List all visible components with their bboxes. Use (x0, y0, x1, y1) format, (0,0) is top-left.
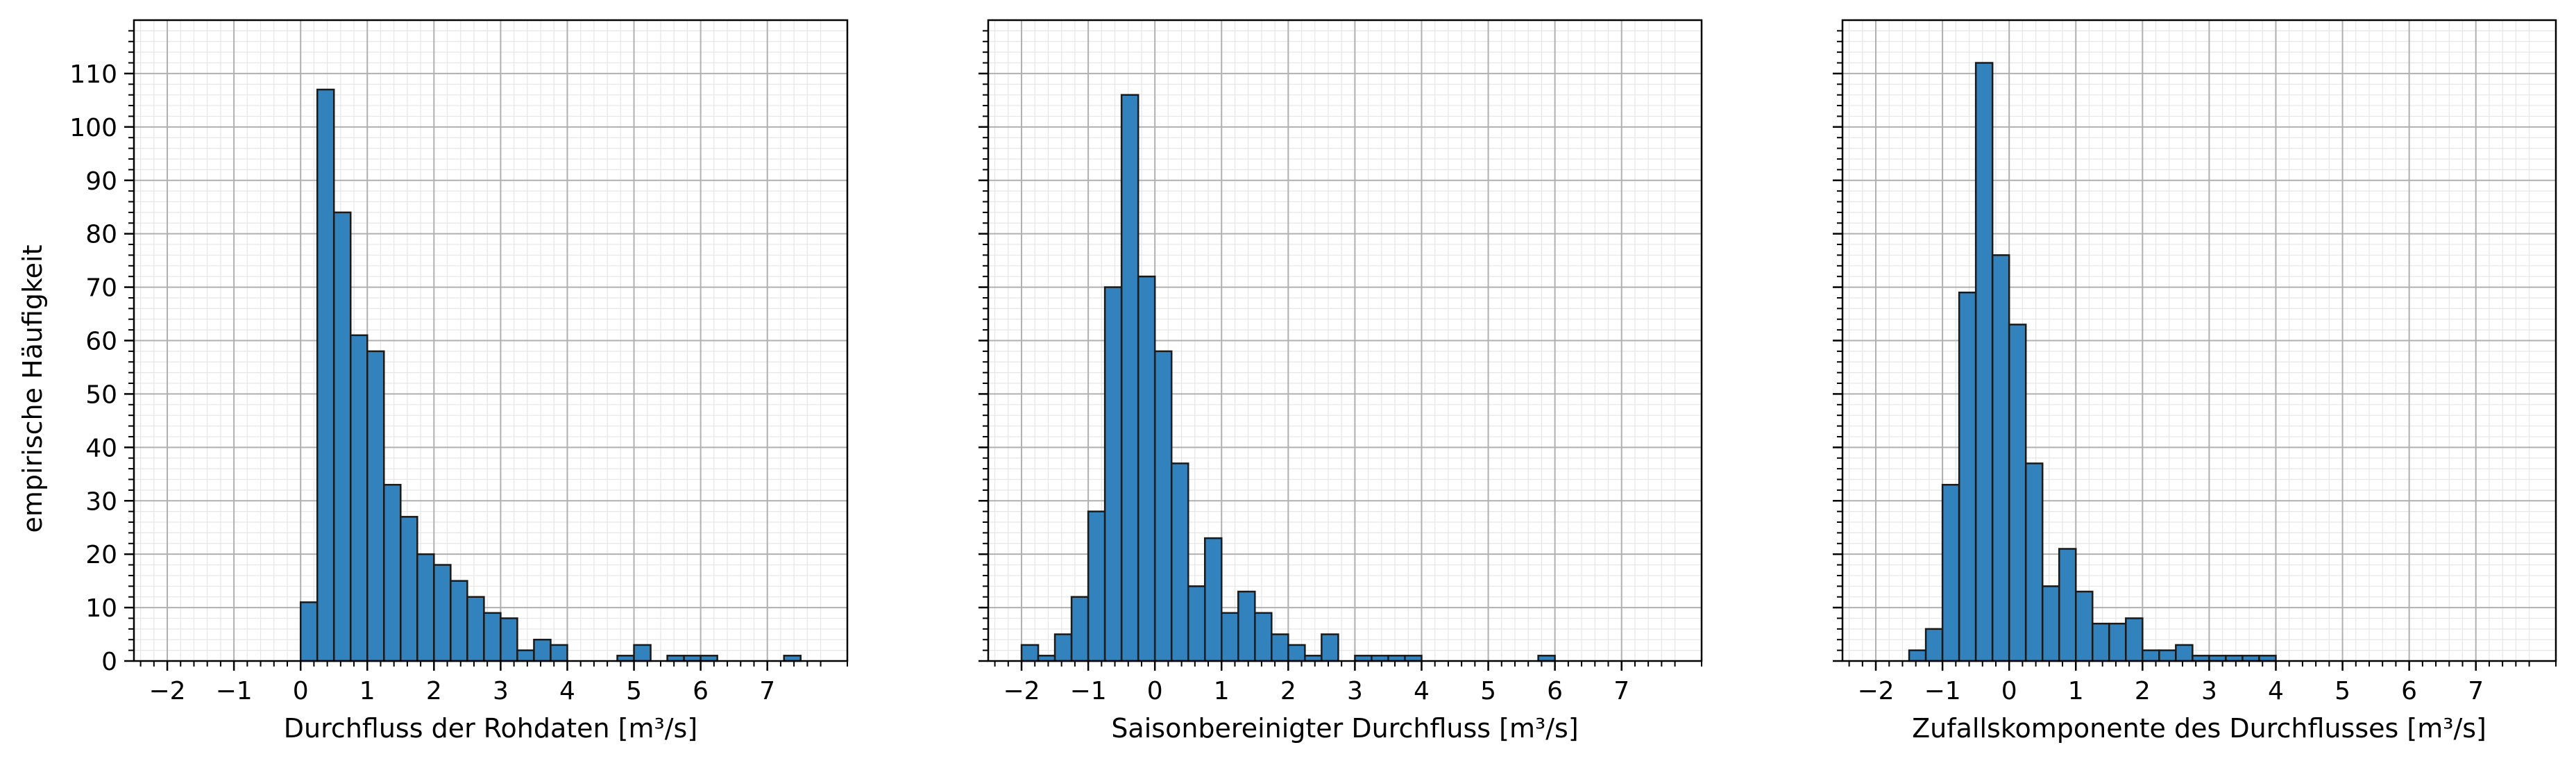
x-tick-label: 7 (2468, 677, 2484, 705)
histogram-bar (383, 483, 402, 662)
x-tick-label: 5 (1480, 677, 1496, 705)
histogram-bar (316, 88, 335, 662)
y-tick-label: 0 (101, 648, 117, 676)
histogram-bar (1991, 254, 2010, 662)
x-axis-label: Durchfluss der Rohdaten [m³/s] (284, 713, 697, 744)
histogram-bar (2158, 649, 2177, 662)
histogram-bar (1137, 275, 1156, 662)
y-tick-label: 30 (85, 487, 117, 516)
y-tick-label: 40 (85, 434, 117, 462)
histogram-bar (1254, 612, 1273, 662)
histogram-bar (1070, 596, 1090, 662)
x-tick-label: 3 (2201, 677, 2217, 705)
histogram-bar (2175, 644, 2194, 662)
histogram-bar (1237, 590, 1256, 662)
x-tick-label: 5 (2334, 677, 2350, 705)
x-tick-label: −2 (1003, 677, 1040, 705)
x-tick-label: 2 (2135, 677, 2151, 705)
x-axis-label: Saisonbereinigter Durchfluss [m³/s] (1111, 713, 1578, 744)
histogram-bar (633, 644, 652, 662)
histogram-bar (1221, 612, 1239, 662)
x-tick-label: 7 (759, 677, 775, 705)
histogram-bar (1271, 633, 1289, 662)
histogram-bar (550, 644, 568, 662)
histogram-bar (433, 564, 452, 662)
x-tick-label: 5 (626, 677, 642, 705)
x-tick-label: 1 (359, 677, 375, 705)
histogram-bar (1958, 292, 1977, 662)
histogram-bar (416, 553, 435, 662)
y-tick-label: 20 (85, 541, 117, 569)
y-tick-label: 10 (85, 594, 117, 623)
histogram-bar (366, 350, 385, 662)
x-tick-label: −2 (149, 677, 185, 705)
histogram-bar (349, 334, 368, 662)
x-tick-label: 1 (2068, 677, 2084, 705)
histogram-bar (332, 211, 352, 662)
y-tick-label: 90 (85, 167, 117, 196)
histogram-bar (2108, 622, 2127, 662)
histogram-bar (2024, 462, 2044, 662)
y-tick-label: 80 (85, 221, 117, 249)
histogram-bar (500, 617, 518, 662)
x-tick-label: 3 (1347, 677, 1363, 705)
histogram-bar (483, 612, 502, 662)
histogram-bar (2008, 324, 2027, 662)
histogram-bar (2142, 649, 2160, 662)
x-tick-label: 7 (1613, 677, 1629, 705)
histogram-bar (2125, 617, 2144, 662)
histogram-bar (2058, 548, 2077, 662)
y-tick-label: 60 (85, 328, 117, 356)
y-tick-label: 100 (69, 114, 117, 142)
histogram-bar (1924, 628, 1944, 662)
histogram-bar (533, 638, 552, 662)
histogram-bar (1170, 462, 1189, 662)
histogram-bar (1321, 633, 1339, 662)
x-axis-label: Zufallskomponente des Durchflusses [m³/s… (1912, 713, 2486, 744)
histogram-bar (450, 580, 468, 662)
histogram-bar (1203, 537, 1223, 662)
x-tick-label: 0 (1147, 677, 1163, 705)
histogram-bar (400, 516, 418, 662)
histogram-bar (1103, 286, 1123, 662)
x-tick-label: −1 (1924, 677, 1961, 705)
histogram-bar (1153, 350, 1173, 662)
histogram-bar (2092, 622, 2110, 662)
histogram-bar (516, 649, 535, 662)
x-tick-label: −1 (216, 677, 253, 705)
histogram-bar (299, 601, 319, 662)
x-tick-label: 6 (1547, 677, 1563, 705)
histogram-bar (1974, 62, 1994, 662)
histogram-bar (1020, 644, 1040, 662)
histogram-bar (2075, 590, 2094, 662)
y-tick-label: 70 (85, 274, 117, 303)
x-tick-label: −2 (1857, 677, 1894, 705)
y-axis-label: empirische Häufigkeit (17, 245, 48, 533)
histogram-bar (1287, 644, 1306, 662)
x-tick-label: 6 (2401, 677, 2417, 705)
x-tick-label: 0 (2001, 677, 2017, 705)
x-tick-label: 2 (1280, 677, 1296, 705)
histogram-bar (1908, 649, 1927, 662)
histogram-bar (1941, 483, 1960, 662)
x-tick-label: 4 (2268, 677, 2284, 705)
x-tick-label: 2 (426, 677, 442, 705)
y-tick-label: 50 (85, 380, 117, 409)
histogram-bar (1087, 510, 1106, 662)
x-tick-label: 4 (559, 677, 575, 705)
histogram-bar (1053, 633, 1073, 662)
x-tick-label: −1 (1070, 677, 1107, 705)
x-tick-label: 6 (693, 677, 709, 705)
x-tick-label: 4 (1414, 677, 1430, 705)
histogram-bar (2041, 585, 2060, 662)
x-tick-label: 1 (1214, 677, 1230, 705)
histogram-bar (1120, 94, 1139, 662)
histogram-bar (466, 596, 485, 662)
histogram-bar (1187, 585, 1206, 662)
x-tick-label: 0 (293, 677, 309, 705)
y-tick-label: 110 (69, 60, 117, 89)
x-tick-label: 3 (493, 677, 509, 705)
